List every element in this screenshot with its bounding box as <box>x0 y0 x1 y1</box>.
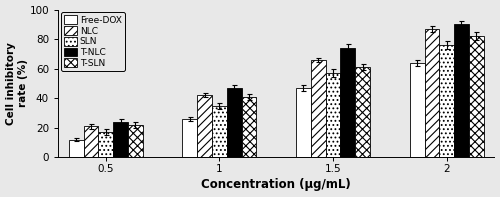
Bar <box>227 88 242 157</box>
Bar <box>69 140 84 157</box>
Bar <box>242 97 256 157</box>
Bar <box>424 29 440 157</box>
Bar <box>128 125 142 157</box>
Legend: Free-DOX, NLC, SLN, T-NLC, T-SLN: Free-DOX, NLC, SLN, T-NLC, T-SLN <box>60 12 124 71</box>
Bar <box>311 60 326 157</box>
Bar <box>197 95 212 157</box>
Bar <box>84 126 98 157</box>
Y-axis label: Cell inhibitory
rate (%): Cell inhibitory rate (%) <box>6 42 28 125</box>
Bar <box>410 63 424 157</box>
Bar <box>98 132 113 157</box>
Bar <box>454 24 469 157</box>
Bar <box>113 122 128 157</box>
Bar <box>296 88 311 157</box>
Bar <box>182 119 197 157</box>
Bar <box>340 48 355 157</box>
Bar <box>355 67 370 157</box>
Bar <box>212 106 227 157</box>
Bar <box>469 36 484 157</box>
X-axis label: Concentration (μg/mL): Concentration (μg/mL) <box>202 178 351 191</box>
Bar <box>326 73 340 157</box>
Bar <box>440 45 454 157</box>
